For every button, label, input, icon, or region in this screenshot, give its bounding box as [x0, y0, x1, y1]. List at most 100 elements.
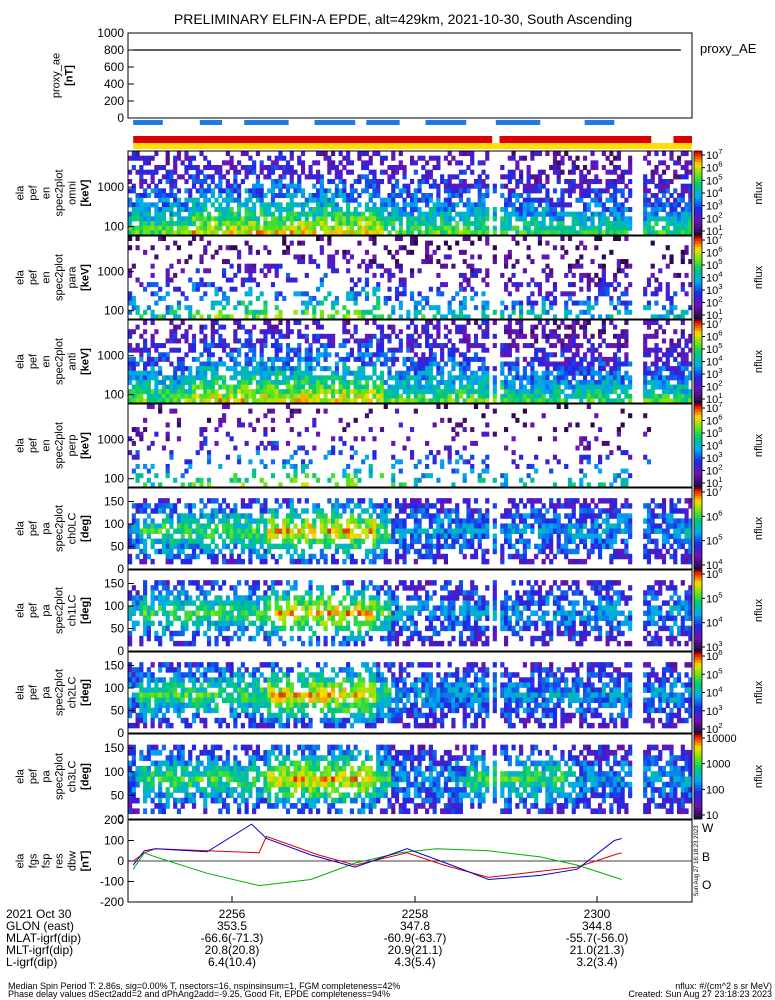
ela-pef-en-spec2plot-anti-cell [353, 393, 358, 399]
ela-pef-en-spec2plot-para-cell [191, 314, 197, 320]
ela-pef-pa-spec2plot-ch0LC-cell [225, 513, 230, 519]
ela-pef-en-spec2plot-anti-cell [161, 343, 166, 349]
ela-pef-en-spec2plot-omni-cell [361, 225, 366, 231]
ela-pef-en-spec2plot-para-cell [154, 291, 159, 297]
ela-pef-en-spec2plot-para-cell [184, 305, 189, 311]
ela-pef-pa-spec2plot-ch0LC-cell [135, 553, 140, 560]
ela-pef-en-spec2plot-omni-cell [199, 183, 204, 189]
ela-pef-en-spec2plot-para-colorbar-step [694, 277, 702, 281]
ela-pef-en-spec2plot-anti-cell [199, 370, 204, 376]
ela-pef-en-spec2plot-perp-cell [575, 422, 580, 428]
ela-pef-en-spec2plot-omni-cell [270, 230, 276, 236]
ela-pef-en-spec2plot-anti-cell [613, 384, 618, 390]
ela-pef-en-spec2plot-anti-cell [485, 370, 490, 376]
ela-pef-en-spec2plot-perp-colorbar-step [694, 470, 702, 474]
ela-pef-en-spec2plot-omni-cell [406, 188, 411, 194]
ela-pef-en-spec2plot-anti-cell [564, 393, 569, 399]
ela-pef-en-spec2plot-omni-cell [135, 169, 140, 175]
ela-pef-en-spec2plot-omni-cell [522, 221, 527, 227]
ela-pef-en-spec2plot-omni-cell [180, 202, 185, 208]
ela-pef-en-spec2plot-anti-cell [128, 379, 133, 385]
ela-pef-en-spec2plot-anti-cell [628, 393, 633, 399]
ela-pef-en-spec2plot-anti-cell [673, 370, 678, 376]
ela-pef-en-spec2plot-para-cell [188, 305, 193, 311]
ela-pef-en-spec2plot-anti-cell [567, 356, 573, 362]
ela-pef-en-spec2plot-omni-cell [297, 202, 302, 208]
ela-pef-en-spec2plot-anti-cell [173, 379, 178, 385]
ela-pef-en-spec2plot-anti-cell [165, 352, 170, 358]
ela-pef-en-spec2plot-omni-cell [361, 211, 366, 217]
ela-pef-en-spec2plot-anti-cell [571, 375, 576, 381]
ela-pef-en-spec2plot-para-cell [564, 272, 569, 278]
ela-pef-en-spec2plot-anti-cell [285, 352, 291, 358]
ela-pef-en-spec2plot-para-cell [564, 314, 569, 320]
ela-pef-en-spec2plot-omni-cell [357, 179, 362, 185]
ela-pef-en-spec2plot-anti-cell [665, 352, 670, 358]
ela-pef-en-spec2plot-perp-cell [150, 440, 155, 446]
ela-pef-en-spec2plot-omni-cell [361, 165, 366, 171]
ela-pef-en-spec2plot-omni-cell [353, 188, 358, 194]
ela-pef-en-spec2plot-anti-cell [218, 384, 223, 390]
ela-pef-en-spec2plot-anti-cell [428, 370, 433, 376]
ela-pef-en-spec2plot-omni-cell [252, 202, 257, 208]
ela-pef-en-spec2plot-para-colorbar-step [694, 249, 702, 253]
ela-pef-en-spec2plot-omni-cell [620, 179, 625, 185]
ela-pef-pa-spec2plot-ch0LC-cell [237, 553, 242, 560]
ela-pef-en-spec2plot-para-cell [319, 309, 324, 315]
ela-pef-en-spec2plot-omni-cell [500, 221, 505, 227]
ela-pef-en-spec2plot-para-cell [368, 236, 373, 242]
ela-pef-en-spec2plot-anti-cell [259, 347, 264, 353]
ela-pef-en-spec2plot-anti-cell [413, 361, 418, 367]
ela-pef-en-spec2plot-omni-cell [590, 165, 595, 171]
ela-pef-en-spec2plot-anti-cell [451, 356, 456, 362]
ela-pef-en-spec2plot-para-cell [466, 277, 471, 283]
ela-pef-en-spec2plot-anti-cell [443, 389, 448, 395]
ela-pef-pa-spec2plot-ch0LC-cell [237, 558, 242, 565]
ela-pef-en-spec2plot-anti-cell [515, 366, 520, 372]
ela-pef-en-spec2plot-para-cell [173, 272, 178, 278]
ela-pef-en-spec2plot-anti-cell [560, 338, 565, 344]
ela-pef-en-spec2plot-omni-cell [485, 174, 490, 180]
ela-pef-en-spec2plot-anti-cell [605, 370, 610, 376]
ela-pef-en-spec2plot-omni-cell [139, 225, 144, 231]
ela-pef-en-spec2plot-para-cell [135, 236, 140, 242]
ela-pef-en-spec2plot-omni-cell [289, 216, 294, 222]
ela-pef-en-spec2plot-anti-cell [346, 320, 351, 326]
ela-pef-en-spec2plot-para-cell [425, 300, 430, 306]
ela-pef-en-spec2plot-para-cell [319, 300, 324, 306]
ela-pef-en-spec2plot-para-cell [349, 295, 354, 301]
ela-pef-en-spec2plot-omni-cell [665, 183, 670, 189]
ela-pef-pa-spec2plot-ch0LC-cell [184, 528, 189, 534]
ela-pef-en-spec2plot-anti-cell [477, 343, 482, 349]
ela-pef-en-spec2plot-anti-cell [537, 320, 542, 326]
ela-pef-en-spec2plot-anti-cell [432, 389, 437, 395]
ela-pef-en-spec2plot-perp-cell [146, 404, 151, 410]
ela-pef-en-spec2plot-omni-colorbar-step [694, 173, 702, 177]
ela-pef-en-spec2plot-anti-cell [470, 384, 475, 390]
ela-pef-en-spec2plot-anti-cell [158, 379, 163, 385]
ela-pef-en-spec2plot-anti-cell [673, 393, 678, 399]
ela-pef-en-spec2plot-omni-cell [504, 174, 509, 180]
ela-pef-en-spec2plot-omni-cell [203, 225, 208, 231]
ela-pef-en-spec2plot-omni-cell [233, 183, 238, 189]
ela-pef-en-spec2plot-anti-cell [541, 389, 546, 395]
ela-pef-en-spec2plot-para-cell [643, 286, 648, 292]
ela-pef-en-spec2plot-anti-cell [184, 398, 189, 404]
ela-pef-en-spec2plot-anti-cell [545, 370, 550, 376]
ela-pef-en-spec2plot-anti-cell [308, 356, 313, 362]
ela-pef-en-spec2plot-omni-cell [244, 169, 249, 175]
ela-pef-en-spec2plot-para-cell [364, 268, 370, 274]
ela-pef-en-spec2plot-para-cell [624, 291, 629, 297]
ela-pef-en-spec2plot-omni-cell [481, 221, 486, 227]
ela-pef-en-spec2plot-para-cell [394, 236, 400, 242]
ela-pef-en-spec2plot-anti-cell [406, 338, 411, 344]
ela-pef-en-spec2plot-omni-cell [680, 230, 685, 236]
ela-pef-en-spec2plot-omni-cell [169, 174, 174, 180]
ela-pef-en-spec2plot-para-cell [609, 249, 614, 255]
ela-pef-pa-spec2plot-ch0LC-cell [240, 533, 245, 540]
ela-pef-en-spec2plot-omni-cell [466, 151, 471, 157]
proxy-ae-ytick-label: 400 [104, 77, 124, 91]
ela-pef-en-spec2plot-perp-cell [586, 440, 591, 446]
ela-pef-en-spec2plot-omni-cell [206, 160, 212, 166]
